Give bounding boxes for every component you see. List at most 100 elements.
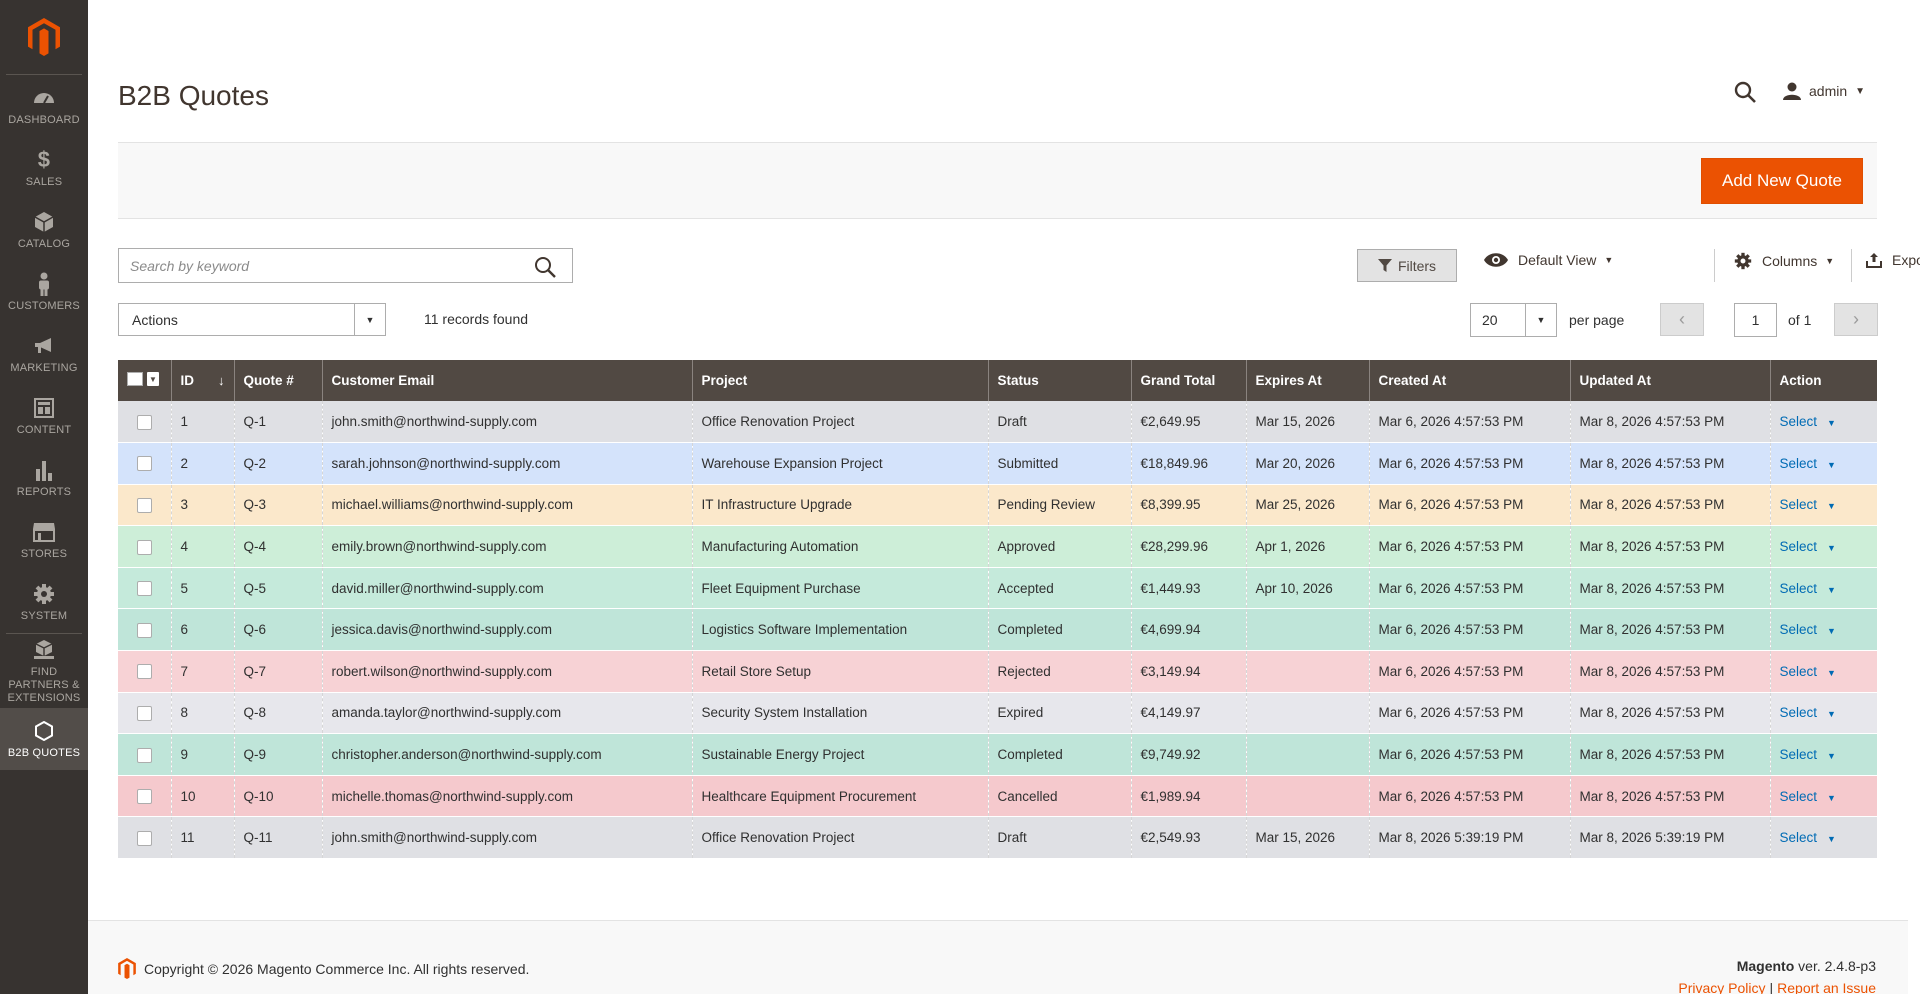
sidebar-item-reports[interactable]: REPORTS — [0, 447, 88, 509]
sidebar-item-sales[interactable]: $ SALES — [0, 137, 88, 199]
cell-updated: Mar 8, 2026 4:57:53 PM — [1569, 484, 1770, 527]
export-control[interactable]: Export ▼ — [1866, 252, 1920, 268]
row-checkbox[interactable] — [136, 414, 152, 430]
table-row[interactable]: 11 Q-11 john.smith@northwind-supply.com Off… — [118, 816, 1877, 860]
row-action-select[interactable]: Select ▼ — [1780, 497, 1836, 512]
next-page-button[interactable]: › — [1834, 303, 1878, 336]
row-action-select[interactable]: Select ▼ — [1780, 664, 1836, 679]
magento-logo[interactable] — [0, 0, 88, 74]
sidebar-divider — [6, 633, 82, 634]
table-row[interactable]: 6 Q-6 jessica.davis@northwind-supply.com Lo… — [118, 608, 1877, 652]
column-header-grand-total[interactable]: Grand Total — [1130, 360, 1246, 401]
row-action-select[interactable]: Select ▼ — [1780, 830, 1836, 845]
search-icon[interactable] — [534, 256, 556, 278]
column-header-expires-at[interactable]: Expires At — [1245, 360, 1369, 401]
cell-email: john.smith@northwind-supply.com — [321, 816, 692, 860]
row-checkbox[interactable] — [136, 747, 152, 763]
table-row[interactable]: 7 Q-7 robert.wilson@northwind-supply.com Re… — [118, 650, 1877, 693]
sidebar-item-dashboard[interactable]: DASHBOARD — [0, 75, 88, 137]
column-header-updated-at[interactable]: Updated At — [1569, 360, 1770, 401]
sidebar-item-catalog[interactable]: CATALOG — [0, 199, 88, 261]
cell-status: Pending Review — [987, 484, 1131, 527]
row-action-select[interactable]: Select ▼ — [1780, 456, 1836, 471]
select-label: Select — [1779, 747, 1818, 763]
version-text: ver. 2.4.8-p3 — [1794, 958, 1876, 974]
table-row[interactable]: 10 Q-10 michelle.thomas@northwind-supply.c… — [118, 775, 1877, 818]
table-row[interactable]: 1 Q-1 john.smith@northwind-supply.com Offic… — [118, 401, 1877, 444]
view-switcher[interactable]: Default View ▼ — [1484, 252, 1613, 268]
row-action-select[interactable]: Select ▼ — [1780, 747, 1836, 762]
sidebar-item-marketing[interactable]: MARKETING — [0, 323, 88, 385]
row-action-select[interactable]: Select ▼ — [1780, 414, 1836, 429]
chevron-down-icon: ▼ — [1827, 751, 1836, 762]
table-row[interactable]: 8 Q-8 amanda.taylor@northwind-supply.com Se… — [118, 692, 1877, 735]
cell-id: 8 — [170, 692, 234, 735]
row-checkbox[interactable] — [136, 497, 152, 513]
table-row[interactable]: 9 Q-9 christopher.anderson@northwind-suppl… — [118, 733, 1877, 776]
page-number-input[interactable]: 1 — [1734, 303, 1777, 337]
cell-created: Mar 6, 2026 4:57:53 PM — [1368, 775, 1570, 818]
select-all-checkbox[interactable] — [127, 372, 143, 386]
per-page-select[interactable]: 20 ▼ — [1470, 303, 1557, 337]
column-header-created-at[interactable]: Created At — [1368, 360, 1570, 401]
row-checkbox[interactable] — [136, 622, 152, 638]
eye-icon — [1484, 253, 1508, 267]
row-select-cell — [118, 692, 171, 735]
report-issue-link[interactable]: Report an Issue — [1777, 980, 1876, 994]
row-checkbox[interactable] — [136, 830, 152, 846]
mass-actions-select[interactable]: Actions ▼ — [118, 303, 386, 336]
row-checkbox[interactable] — [136, 664, 152, 680]
cell-project: Warehouse Expansion Project — [691, 442, 988, 485]
row-action-select[interactable]: Select ▼ — [1780, 581, 1836, 596]
sidebar-item-label: CUSTOMERS — [8, 299, 80, 312]
cell-expires — [1245, 650, 1369, 693]
column-header-quote[interactable]: Quote # — [233, 360, 322, 401]
chevron-down-icon: ▼ — [1827, 501, 1836, 512]
columns-control[interactable]: Columns ▼ — [1734, 252, 1834, 270]
filters-button[interactable]: Filters — [1357, 249, 1457, 282]
search-input[interactable] — [119, 249, 519, 282]
row-checkbox[interactable] — [136, 581, 152, 597]
keyword-search — [118, 248, 573, 283]
cell-quote: Q-11 — [233, 816, 322, 860]
cell-updated: Mar 8, 2026 4:57:53 PM — [1569, 567, 1770, 610]
row-checkbox[interactable] — [136, 539, 152, 555]
sidebar-item-b2b-quotes[interactable]: B2B QUOTES — [0, 708, 88, 770]
select-all-header[interactable]: ▼ — [118, 360, 171, 401]
row-action-select[interactable]: Select ▼ — [1780, 789, 1836, 804]
add-new-quote-button[interactable]: Add New Quote — [1700, 158, 1863, 204]
sidebar-item-stores[interactable]: STORES — [0, 509, 88, 571]
chevron-down-icon[interactable]: ▼ — [147, 372, 159, 386]
row-action-select[interactable]: Select ▼ — [1780, 539, 1836, 554]
previous-page-button[interactable]: ‹ — [1660, 303, 1704, 336]
chevron-down-icon: ▼ — [1827, 834, 1836, 845]
row-select-cell — [118, 733, 171, 776]
table-row[interactable]: 4 Q-4 emily.brown@northwind-supply.com Manu… — [118, 525, 1877, 568]
sidebar-item-find-partners[interactable]: FIND PARTNERS & EXTENSIONS — [0, 634, 88, 708]
sidebar-item-label: CATALOG — [17, 237, 71, 250]
column-header-project[interactable]: Project — [691, 360, 988, 401]
global-search-icon[interactable] — [1733, 80, 1759, 106]
row-checkbox[interactable] — [136, 456, 152, 472]
column-header-id[interactable]: ID ↓ — [170, 360, 234, 401]
column-header-status[interactable]: Status — [987, 360, 1131, 401]
row-action-select[interactable]: Select ▼ — [1780, 622, 1836, 637]
cell-project: Manufacturing Automation — [691, 525, 988, 568]
row-checkbox[interactable] — [136, 705, 152, 721]
cube-icon — [32, 210, 56, 234]
copyright-text: Copyright © 2026 Magento Commerce Inc. A… — [144, 960, 530, 977]
sidebar-item-content[interactable]: CONTENT — [0, 385, 88, 447]
sidebar-item-customers[interactable]: CUSTOMERS — [0, 261, 88, 323]
admin-user-menu[interactable]: admin ▼ — [1783, 82, 1865, 100]
sidebar-item-label: FIND PARTNERS & EXTENSIONS — [7, 665, 81, 704]
row-select-cell — [118, 484, 171, 527]
table-row[interactable]: 2 Q-2 sarah.johnson@northwind-supply.com Wa… — [118, 442, 1877, 485]
privacy-policy-link[interactable]: Privacy Policy — [1678, 980, 1766, 994]
row-action-select[interactable]: Select ▼ — [1780, 705, 1836, 720]
row-checkbox[interactable] — [136, 789, 152, 805]
sidebar-item-system[interactable]: SYSTEM — [0, 571, 88, 633]
gear-icon — [32, 582, 56, 606]
column-header-customer-email[interactable]: Customer Email — [321, 360, 692, 401]
table-row[interactable]: 5 Q-5 david.miller@northwind-supply.com Fle… — [118, 567, 1877, 610]
table-row[interactable]: 3 Q-3 michael.williams@northwind-supply.co… — [118, 484, 1877, 527]
